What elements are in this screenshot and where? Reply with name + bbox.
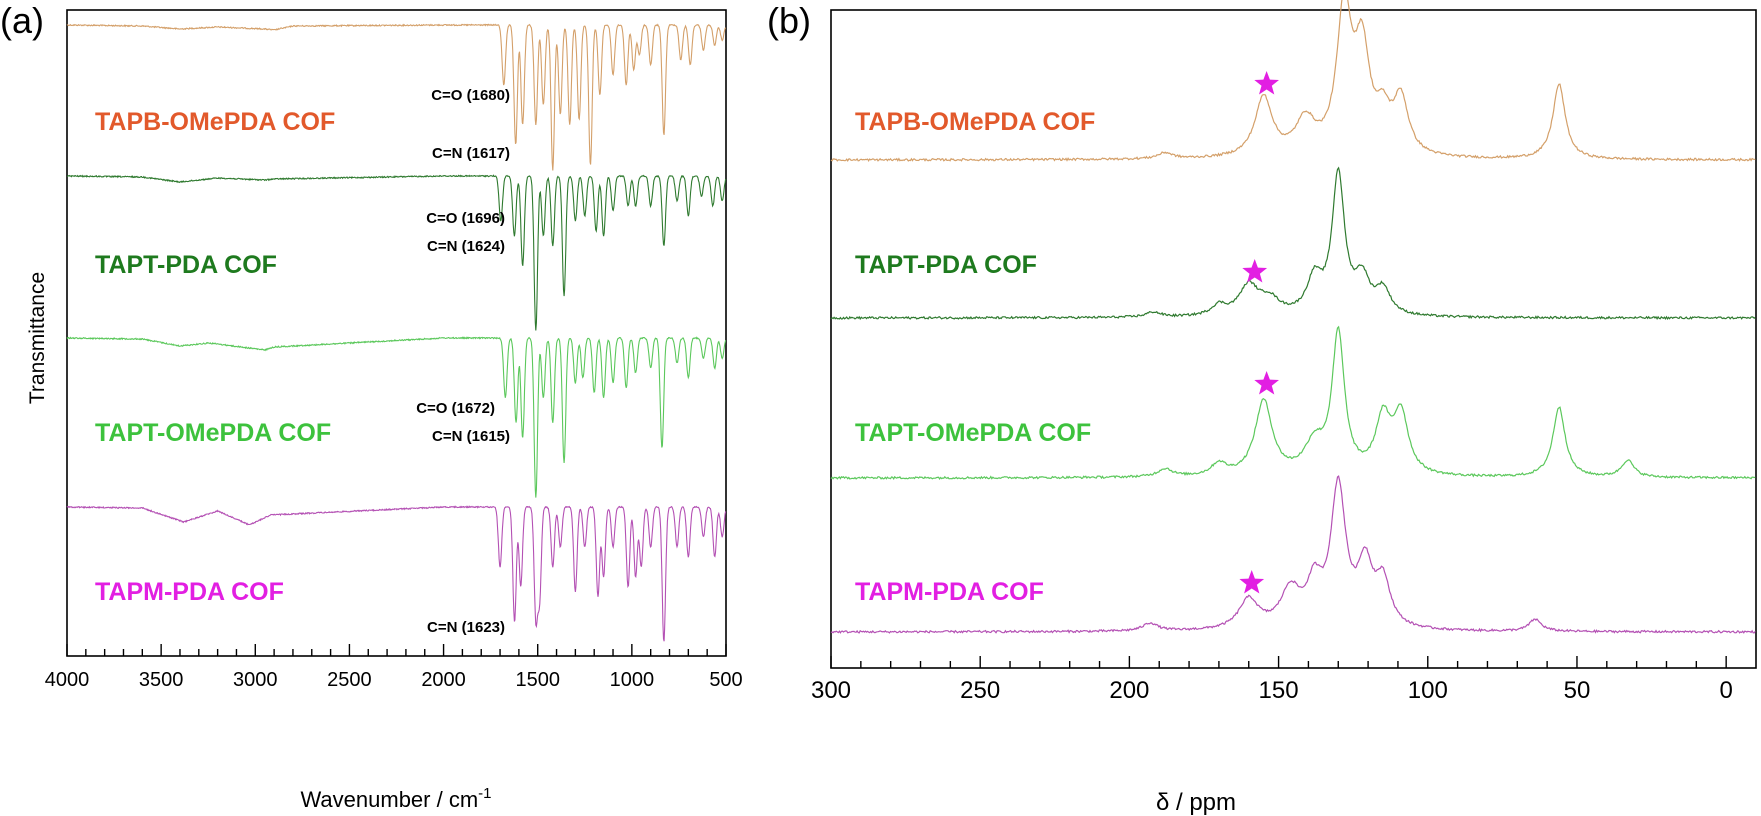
- nmr-series-label: TAPT-OMePDA COF: [855, 419, 1091, 447]
- ir-peak-annotation: C=O (1696): [426, 210, 505, 227]
- ir-spectra: [66, 23, 727, 642]
- nmr-x-axis-label: δ / ppm: [1156, 789, 1236, 816]
- ir-tick-label: 2000: [421, 669, 466, 691]
- ir-tick-label: 3500: [139, 669, 184, 691]
- ir-series-labels: TAPB-OMePDA COF TAPT-PDA COF TAPT-OMePDA C…: [95, 108, 335, 606]
- ir-peak-annotations: C=O (1680) C=N (1617) C=O (1696) C=N (1624)…: [416, 87, 510, 636]
- star-icon: [1242, 259, 1268, 283]
- nmr-plot-frame: [830, 9, 1757, 669]
- ir-tick-label: 2500: [327, 669, 372, 691]
- ir-spectrum-line: [66, 174, 727, 331]
- nmr-spectrum-line: [830, 325, 1756, 480]
- nmr-star-markers: [1239, 71, 1279, 594]
- star-icon: [1239, 570, 1265, 594]
- star-icon: [1254, 71, 1279, 95]
- ir-tick-label: 1000: [610, 669, 655, 691]
- star-icon: [1254, 371, 1279, 395]
- nmr-tick-label: 300: [811, 677, 851, 704]
- nmr-tick-label: 0: [1719, 677, 1732, 704]
- ir-series-label: TAPT-PDA COF: [95, 251, 277, 279]
- ir-tick-label: 3000: [233, 669, 278, 691]
- nmr-series-labels: TAPB-OMePDA COF TAPT-PDA COF TAPT-OMePDA C…: [855, 108, 1095, 606]
- nmr-tick-label: 250: [960, 677, 1000, 704]
- ir-x-axis-label-text: Wavenumber / cm: [300, 787, 478, 812]
- ir-peak-annotation: C=N (1624): [427, 238, 505, 255]
- ir-panel: (a) 4000 3500 3000 2500 2000 1500 1000 500 TAPB…: [0, 0, 743, 812]
- ir-peak-annotation: C=N (1623): [427, 619, 505, 636]
- ir-x-ticks: 4000 3500 3000 2500 2000 1500 1000 500: [45, 644, 743, 691]
- ir-plot-frame: [66, 9, 727, 657]
- panel-b-label: (b): [767, 0, 811, 41]
- nmr-tick-label: 100: [1408, 677, 1448, 704]
- nmr-spectrum-line: [830, 0, 1756, 162]
- nmr-series-label: TAPB-OMePDA COF: [855, 108, 1095, 136]
- ir-spectrum-line: [66, 23, 727, 171]
- ir-peak-annotation: C=N (1617): [432, 145, 510, 162]
- nmr-x-ticks: 300 250 200 150 100 50 0: [811, 656, 1733, 704]
- ir-peak-annotation: C=O (1680): [431, 87, 510, 104]
- ir-spectrum-line: [66, 336, 727, 498]
- ir-x-axis-label-superscript: -1: [478, 785, 491, 802]
- nmr-spectrum-line: [830, 475, 1756, 634]
- nmr-tick-label: 50: [1564, 677, 1591, 704]
- nmr-spectra: [830, 0, 1756, 634]
- nmr-tick-label: 200: [1109, 677, 1149, 704]
- panel-a-label: (a): [0, 0, 44, 41]
- nmr-series-label: TAPT-PDA COF: [855, 251, 1037, 279]
- nmr-spectrum-line: [830, 166, 1756, 321]
- ir-series-label: TAPT-OMePDA COF: [95, 419, 331, 447]
- ir-peak-annotation: C=N (1615): [432, 428, 510, 445]
- ir-tick-label: 4000: [45, 669, 90, 691]
- nmr-panel: (b) 300 250 200 150 100 50 0 TAPB-OMePDA COFTA…: [767, 0, 1757, 816]
- ir-peak-annotation: C=O (1672): [416, 400, 495, 417]
- ir-tick-label: 1500: [515, 669, 560, 691]
- nmr-series-label: TAPM-PDA COF: [855, 578, 1044, 606]
- ir-y-axis-label: Transmittance: [26, 272, 49, 404]
- ir-spectrum-line: [66, 505, 727, 642]
- ir-tick-label: 500: [709, 669, 742, 691]
- ir-x-axis-label: Wavenumber / cm-1: [300, 785, 491, 812]
- ir-series-label: TAPM-PDA COF: [95, 578, 284, 606]
- ir-series-label: TAPB-OMePDA COF: [95, 108, 335, 136]
- nmr-tick-label: 150: [1259, 677, 1299, 704]
